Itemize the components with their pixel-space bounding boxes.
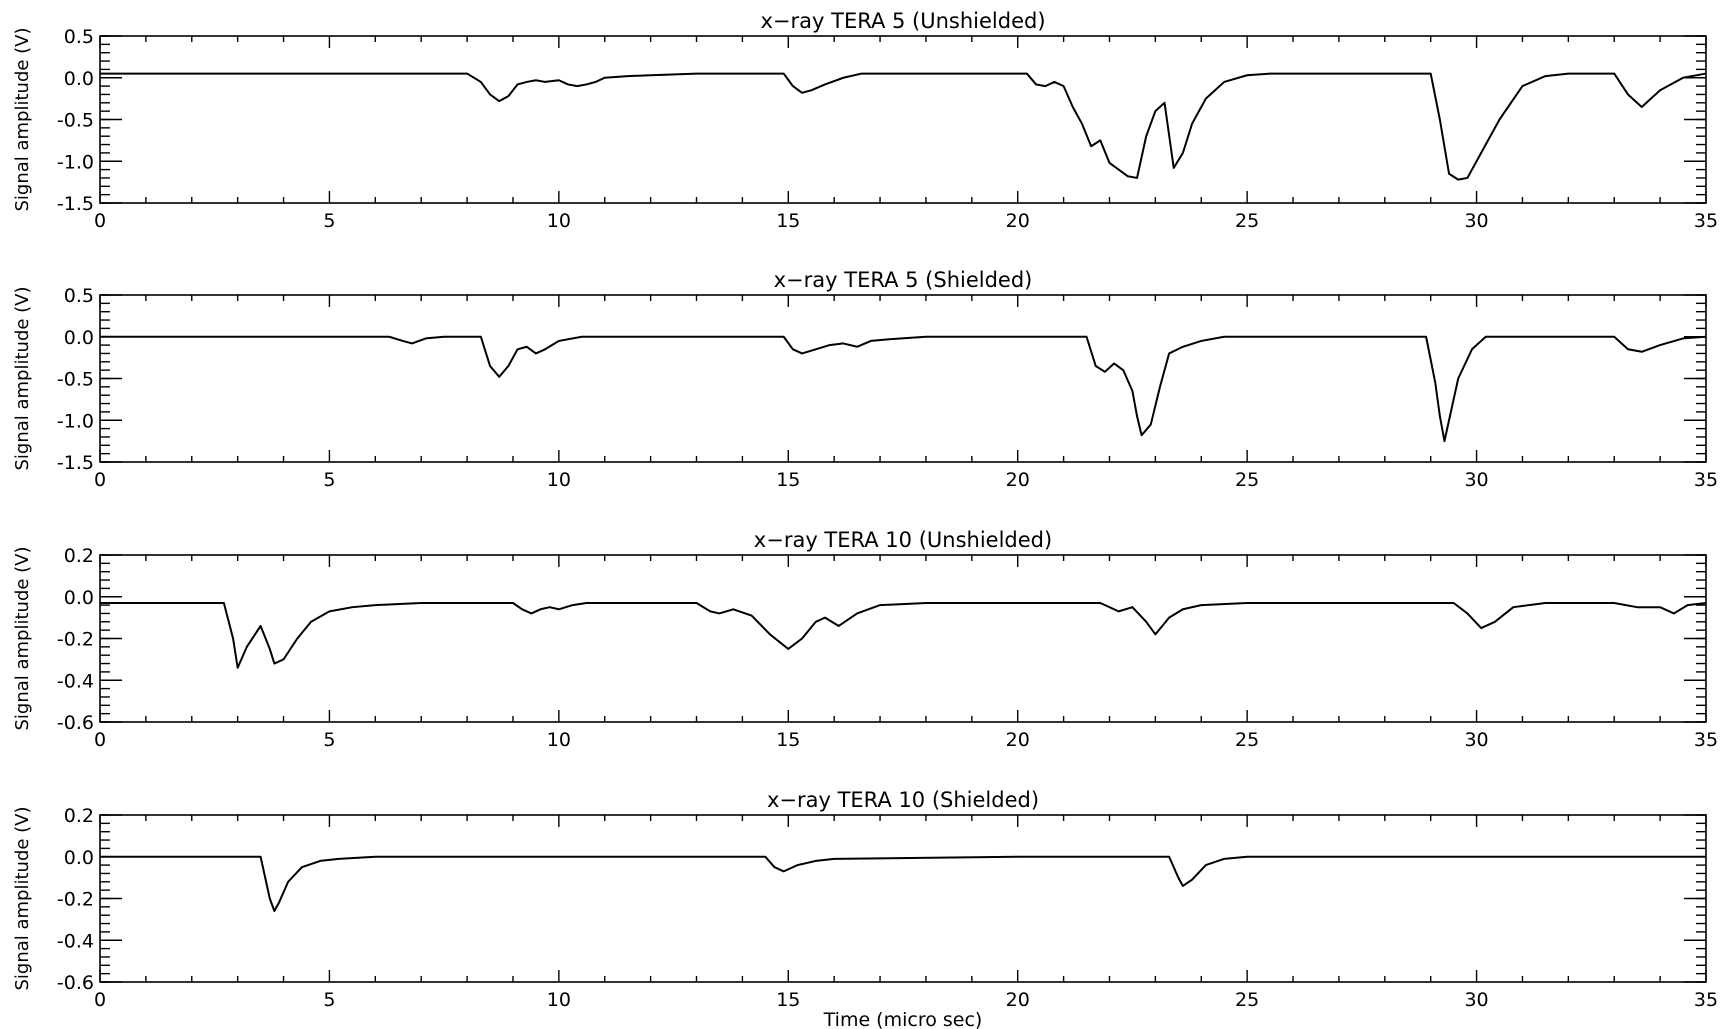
x-tick-label: 20 bbox=[1006, 210, 1030, 232]
y-tick-label: -0.6 bbox=[57, 712, 94, 734]
x-tick-label: 20 bbox=[1006, 469, 1030, 491]
signal-trace bbox=[100, 602, 1707, 669]
y-tick-label: 0.5 bbox=[64, 26, 94, 48]
x-tick-label: 5 bbox=[323, 989, 335, 1011]
y-tick-label: 0.0 bbox=[64, 327, 94, 349]
x-tick-label: 35 bbox=[1694, 989, 1718, 1011]
x-tick-label: 10 bbox=[547, 210, 571, 232]
y-axis-label: Signal amplitude (V) bbox=[12, 546, 33, 730]
x-tick-label: 15 bbox=[776, 729, 800, 751]
x-axis-label: Time (micro sec) bbox=[823, 1009, 983, 1029]
plot-frame bbox=[99, 294, 1707, 463]
y-tick-label: -1.5 bbox=[57, 452, 94, 474]
chart-title: x−ray TERA 10 (Shielded) bbox=[767, 788, 1039, 812]
chart-title: x−ray TERA 10 (Unshielded) bbox=[754, 528, 1052, 552]
y-tick-label: -0.5 bbox=[57, 369, 94, 391]
y-tick-label: -0.5 bbox=[57, 110, 94, 132]
panel-4: x−ray TERA 10 (Shielded) Signal amplitude… bbox=[12, 788, 1718, 1029]
x-tick-label: 30 bbox=[1464, 729, 1488, 751]
x-tick-label: 0 bbox=[94, 469, 106, 491]
y-tick-label: 0.0 bbox=[64, 847, 94, 869]
y-tick-label: -0.6 bbox=[57, 972, 94, 994]
plot-frame bbox=[99, 554, 1707, 723]
y-axis-label: Signal amplitude (V) bbox=[12, 286, 33, 470]
x-tick-label: 10 bbox=[547, 989, 571, 1011]
y-tick-label: -1.0 bbox=[57, 151, 94, 173]
x-tick-label: 30 bbox=[1464, 469, 1488, 491]
x-tick-label: 25 bbox=[1235, 469, 1259, 491]
x-tick-label: 0 bbox=[94, 729, 106, 751]
panel-2: x−ray TERA 5 (Shielded) Signal amplitude … bbox=[12, 268, 1718, 491]
x-tick-label: 5 bbox=[323, 210, 335, 232]
x-tick-label: 5 bbox=[323, 469, 335, 491]
signal-trace bbox=[100, 72, 1707, 181]
x-tick-label: 15 bbox=[776, 469, 800, 491]
panel-1: x−ray TERA 5 (Unshielded) Signal amplitud… bbox=[12, 9, 1718, 232]
x-tick-label: 0 bbox=[94, 989, 106, 1011]
x-tick-label: 15 bbox=[776, 989, 800, 1011]
x-tick-label: 35 bbox=[1694, 469, 1718, 491]
x-tick-label: 35 bbox=[1694, 210, 1718, 232]
y-axis-label: Signal amplitude (V) bbox=[12, 806, 33, 990]
y-axis-label: Signal amplitude (V) bbox=[12, 27, 33, 211]
y-tick-label: -0.4 bbox=[57, 670, 94, 692]
x-tick-label: 25 bbox=[1235, 989, 1259, 1011]
x-tick-label: 30 bbox=[1464, 210, 1488, 232]
chart-title: x−ray TERA 5 (Unshielded) bbox=[760, 9, 1045, 33]
x-tick-label: 5 bbox=[323, 729, 335, 751]
y-tick-label: 0.2 bbox=[64, 805, 94, 827]
signal-trace bbox=[100, 855, 1706, 913]
y-tick-label: 0.0 bbox=[64, 68, 94, 90]
y-tick-label: -1.0 bbox=[57, 410, 94, 432]
x-tick-label: 15 bbox=[776, 210, 800, 232]
plot-frame bbox=[99, 814, 1707, 983]
x-tick-label: 20 bbox=[1006, 729, 1030, 751]
x-tick-label: 30 bbox=[1464, 989, 1488, 1011]
x-tick-label: 25 bbox=[1235, 210, 1259, 232]
y-tick-label: -0.2 bbox=[57, 889, 94, 911]
x-tick-label: 0 bbox=[94, 210, 106, 232]
x-tick-label: 10 bbox=[547, 469, 571, 491]
y-tick-label: -0.4 bbox=[57, 930, 94, 952]
panel-3: x−ray TERA 10 (Unshielded) Signal amplitu… bbox=[12, 528, 1718, 751]
x-tick-label: 25 bbox=[1235, 729, 1259, 751]
chart-title: x−ray TERA 5 (Shielded) bbox=[774, 268, 1033, 292]
x-tick-label: 20 bbox=[1006, 989, 1030, 1011]
x-tick-label: 35 bbox=[1694, 729, 1718, 751]
y-tick-label: 0.0 bbox=[64, 587, 94, 609]
y-tick-label: -1.5 bbox=[57, 193, 94, 215]
y-tick-label: -0.2 bbox=[57, 629, 94, 651]
x-tick-label: 10 bbox=[547, 729, 571, 751]
signal-trace bbox=[100, 335, 1707, 443]
y-tick-label: 0.5 bbox=[64, 285, 94, 307]
y-tick-label: 0.2 bbox=[64, 545, 94, 567]
